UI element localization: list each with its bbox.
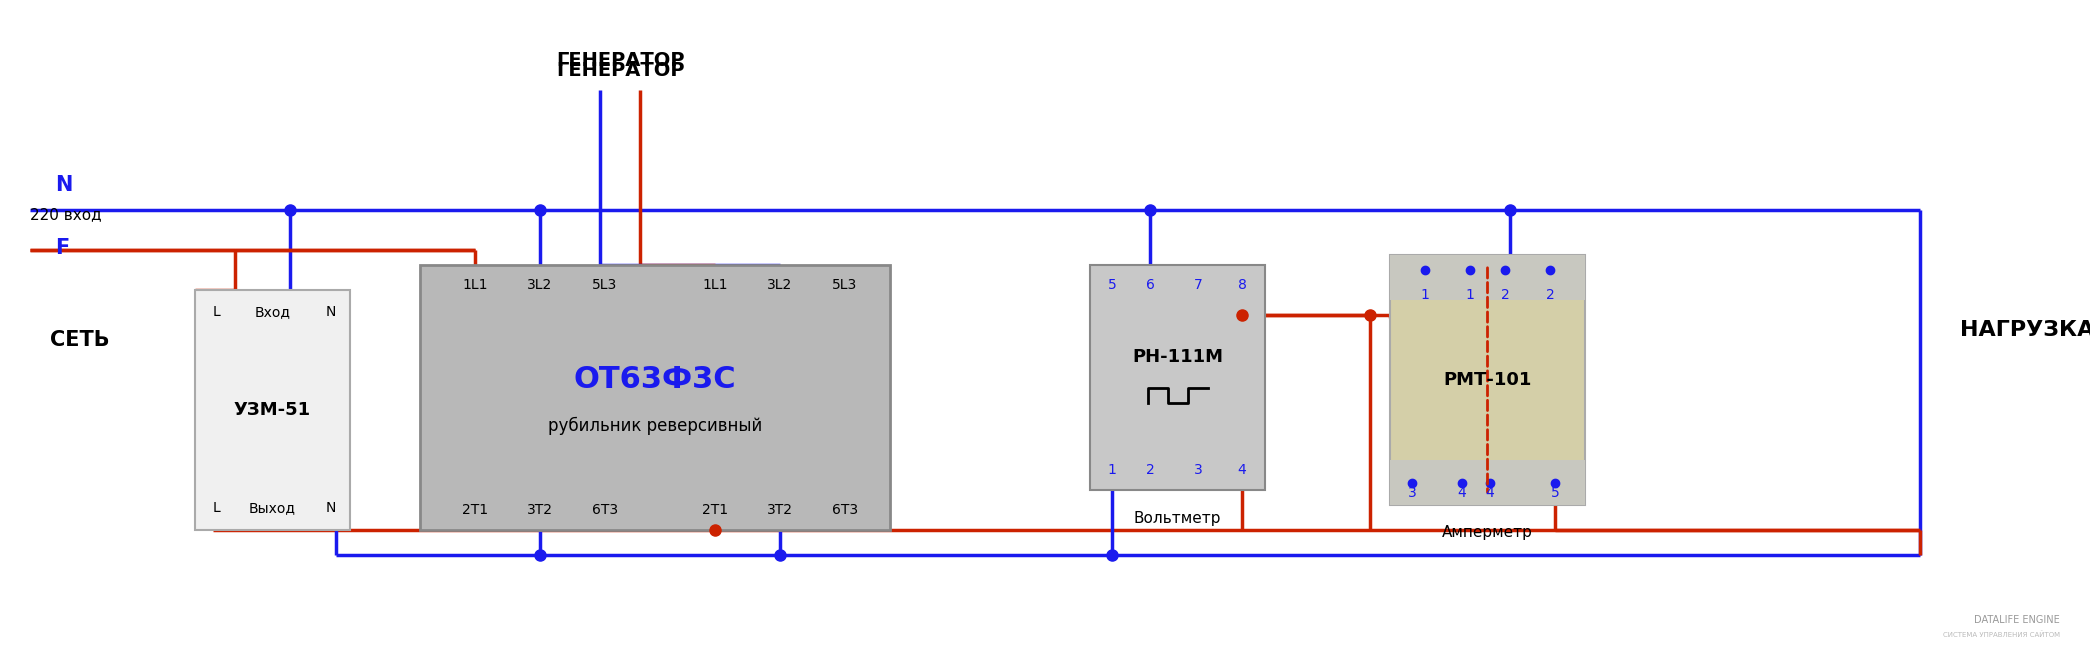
Bar	[1390, 255, 1584, 505]
Text: ОТ63Ф3С: ОТ63Ф3С	[573, 365, 736, 394]
Text: 5: 5	[1551, 486, 1559, 500]
Text: N: N	[326, 305, 336, 319]
Text: 5L3: 5L3	[832, 278, 857, 292]
Text: 6: 6	[1145, 278, 1154, 292]
Bar	[1390, 460, 1584, 505]
Text: 4: 4	[1457, 486, 1467, 500]
Text: 1: 1	[1421, 288, 1430, 302]
Text: N: N	[54, 175, 73, 195]
Text: 2: 2	[1501, 288, 1509, 302]
Text: 2: 2	[1145, 463, 1154, 477]
Text: 220 вход: 220 вход	[29, 208, 102, 223]
Text: 5L3: 5L3	[591, 278, 619, 292]
Text: 4: 4	[1237, 463, 1246, 477]
Text: 3T2: 3T2	[527, 503, 554, 517]
Bar	[194, 290, 349, 530]
Text: Вход: Вход	[255, 305, 291, 319]
Text: СИСТЕМА УПРАВЛЕНИЯ САЙТОМ: СИСТЕМА УПРАВЛЕНИЯ САЙТОМ	[1944, 631, 2061, 639]
Text: 8: 8	[1237, 278, 1246, 292]
Text: 2: 2	[1547, 288, 1555, 302]
Bar	[420, 265, 890, 530]
Text: УЗМ-51: УЗМ-51	[234, 401, 311, 419]
Text: N: N	[326, 501, 336, 515]
Text: L: L	[213, 305, 222, 319]
Text: 1: 1	[1108, 463, 1116, 477]
Text: 1L1: 1L1	[702, 278, 727, 292]
Bar	[1091, 265, 1264, 490]
Text: DATALIFE ENGINE: DATALIFE ENGINE	[1975, 615, 2061, 625]
Text: 1: 1	[1465, 288, 1473, 302]
Text: 5: 5	[1108, 278, 1116, 292]
Text: 6T3: 6T3	[591, 503, 619, 517]
Text: 3: 3	[1409, 486, 1417, 500]
Text: РМТ-101: РМТ-101	[1444, 371, 1532, 389]
Text: ГЕНЕРАТОР: ГЕНЕРАТОР	[556, 51, 683, 69]
Text: НАГРУЗКА: НАГРУЗКА	[1960, 320, 2090, 340]
Text: 6T3: 6T3	[832, 503, 859, 517]
Text: L: L	[213, 501, 222, 515]
Text: 1L1: 1L1	[462, 278, 487, 292]
Bar	[1390, 255, 1584, 300]
Text: 7: 7	[1193, 278, 1202, 292]
Text: СЕТЬ: СЕТЬ	[50, 330, 109, 350]
Text: Выход: Выход	[249, 501, 297, 515]
Text: ГЕНЕРАТОР: ГЕНЕРАТОР	[556, 60, 683, 79]
Text: 4: 4	[1486, 486, 1494, 500]
Text: 2T1: 2T1	[702, 503, 727, 517]
Text: 3L2: 3L2	[527, 278, 552, 292]
Text: рубильник реверсивный: рубильник реверсивный	[548, 417, 763, 435]
Text: 3L2: 3L2	[767, 278, 792, 292]
Text: 3T2: 3T2	[767, 503, 792, 517]
Text: F: F	[54, 238, 69, 258]
Text: Вольтметр: Вольтметр	[1133, 511, 1221, 526]
Text: Амперметр: Амперметр	[1442, 526, 1532, 541]
Text: 2T1: 2T1	[462, 503, 489, 517]
Text: 3: 3	[1193, 463, 1202, 477]
Text: РН-111М: РН-111М	[1133, 349, 1223, 367]
